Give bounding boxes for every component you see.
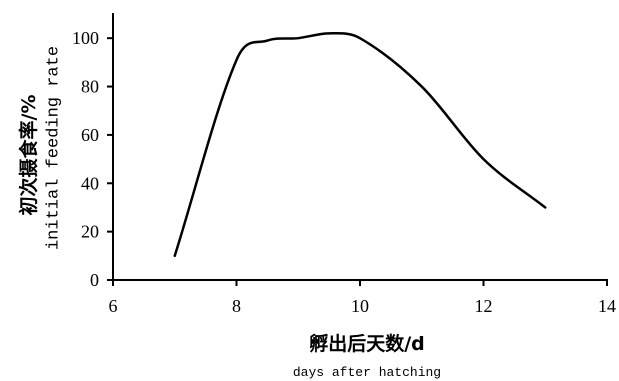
y-axis-ticks: 0 20 40 60 80 100 bbox=[72, 28, 113, 290]
y-tick-label: 60 bbox=[81, 125, 99, 145]
x-tick-label: 10 bbox=[351, 296, 369, 316]
x-axis-label: 孵出后天数/d bbox=[309, 332, 425, 355]
x-tick-label: 8 bbox=[232, 296, 241, 316]
y-tick-label: 80 bbox=[81, 77, 99, 97]
x-axis-label-english: days after hatching bbox=[293, 365, 441, 380]
x-tick-label: 14 bbox=[598, 296, 616, 316]
y-axis-label: 初次摄食率/% bbox=[17, 95, 40, 216]
y-axis-label-english: initial feeding rate bbox=[45, 46, 64, 250]
y-tick-label: 40 bbox=[81, 173, 99, 193]
axes bbox=[112, 13, 608, 281]
series-group bbox=[173, 32, 547, 258]
x-tick-label: 12 bbox=[475, 296, 493, 316]
y-tick-label: 0 bbox=[90, 270, 99, 290]
y-tick-label: 20 bbox=[81, 222, 99, 242]
x-tick-label: 6 bbox=[109, 296, 118, 316]
y-tick-label: 100 bbox=[72, 28, 99, 48]
x-axis-ticks: 6 8 10 12 14 bbox=[109, 280, 616, 316]
series-line bbox=[173, 32, 547, 258]
